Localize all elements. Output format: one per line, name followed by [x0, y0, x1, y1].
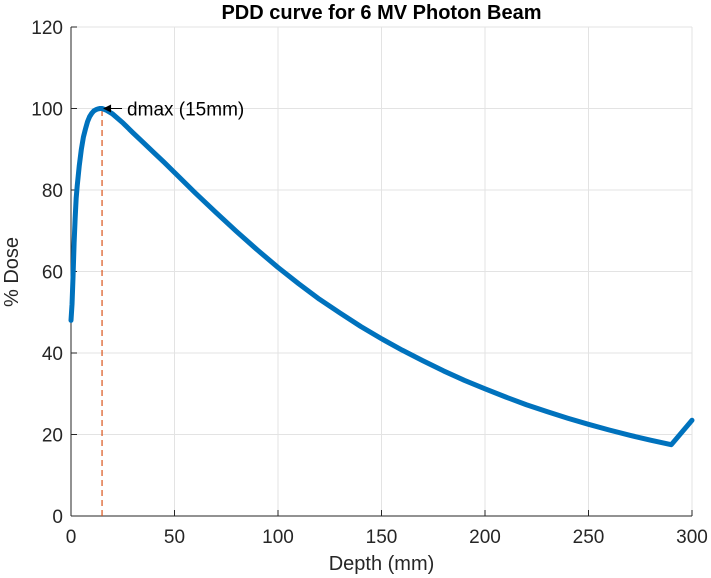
x-tick-label: 150: [366, 527, 398, 548]
tick-labels: 0 50 100 150 200 250 300 0 20 40 60 80 100 120: [31, 18, 708, 548]
x-tick-label: 200: [469, 527, 501, 548]
y-tick-label: 20: [42, 426, 63, 447]
y-axis-label: % Dose: [1, 237, 23, 307]
y-tick-label: 80: [42, 181, 63, 202]
x-tick-label: 0: [66, 527, 77, 548]
x-tick-label: 100: [262, 527, 294, 548]
y-tick-label: 120: [31, 18, 63, 39]
pdd-series-line: [68, 106, 695, 448]
series-layer: [68, 106, 695, 448]
x-tick-label: 250: [573, 527, 605, 548]
x-tick-label: 300: [676, 527, 708, 548]
annotation-layer: dmax (15mm): [103, 100, 244, 121]
x-axis-label: Depth (mm): [329, 553, 435, 575]
dmax-annotation-label: dmax (15mm): [127, 100, 244, 121]
chart-title: PDD curve for 6 MV Photon Beam: [221, 2, 541, 24]
x-tick-label: 50: [164, 527, 185, 548]
y-tick-label: 60: [42, 263, 63, 284]
dmax-annotation-arrowhead: [103, 104, 112, 113]
y-tick-label: 100: [31, 100, 63, 121]
y-tick-label: 0: [52, 507, 63, 528]
y-tick-label: 40: [42, 344, 63, 365]
